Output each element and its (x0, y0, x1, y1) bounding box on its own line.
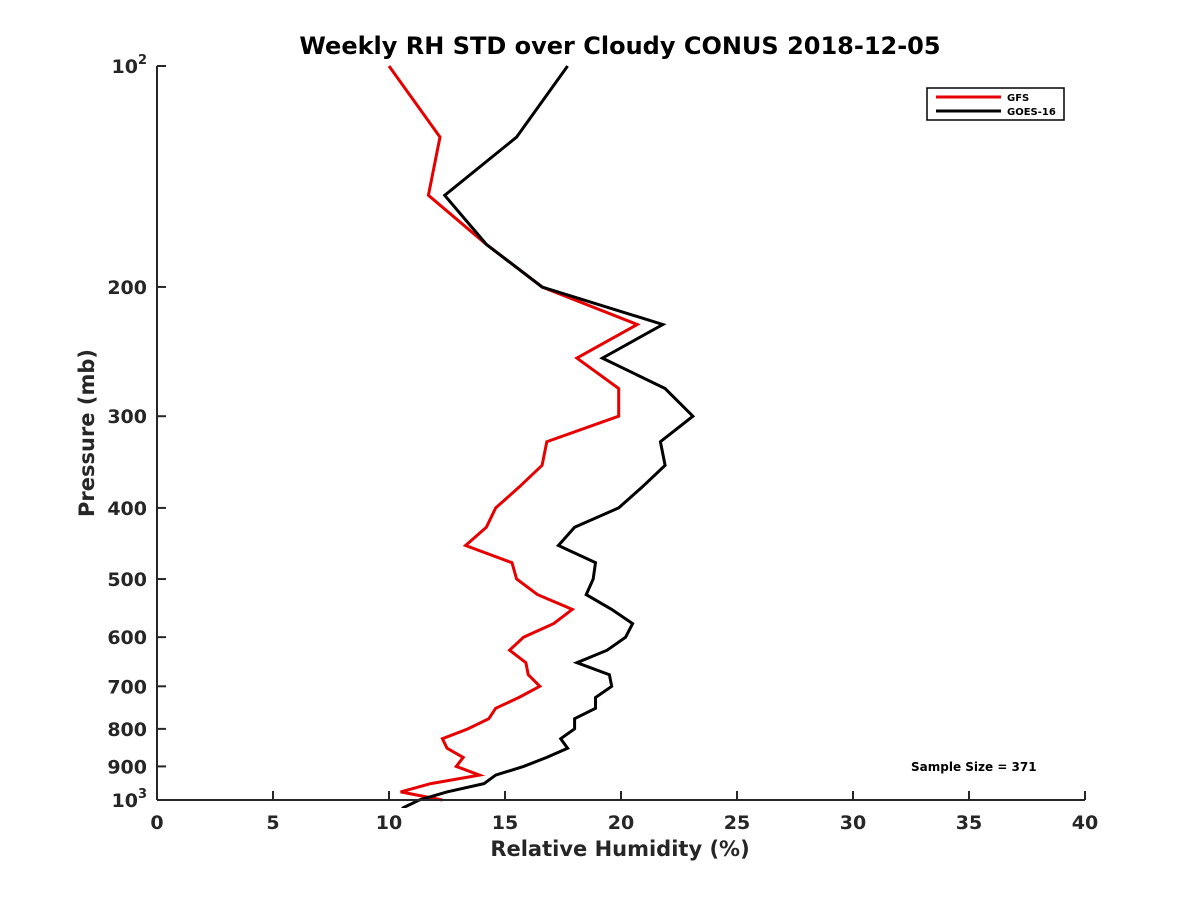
y-tick-label: 102 (112, 53, 148, 78)
x-tick-label: 10 (376, 812, 402, 834)
x-tick-label: 25 (724, 812, 750, 834)
y-tick-label: 400 (107, 498, 147, 520)
series-line-goes-16 (401, 65, 696, 808)
x-tick-label: 35 (956, 812, 982, 834)
x-tick-label: 15 (492, 812, 518, 834)
x-tick-label: 20 (608, 812, 634, 834)
y-tick-label: 500 (107, 569, 147, 591)
x-tick-label: 5 (266, 812, 279, 834)
x-tick-label: 30 (840, 812, 866, 834)
legend: GFS GOES-16 (926, 87, 1065, 121)
series-line-gfs (387, 65, 641, 802)
x-tick-label: 0 (150, 812, 163, 834)
y-tick-label: 700 (107, 676, 147, 698)
y-tick-label: 600 (107, 627, 147, 649)
y-tick-label: 800 (107, 719, 147, 741)
y-tick-label: 900 (107, 756, 147, 778)
x-tick-label: 40 (1072, 812, 1098, 834)
y-tick-label: 300 (107, 406, 147, 428)
legend-box (926, 87, 1065, 121)
axes-layer: 0 5 10 15 20 25 30 35 40 102 200 300 400 500 600 700 800… (107, 53, 1098, 834)
y-tick-label: 200 (107, 277, 147, 299)
legend-label: GFS (1007, 93, 1029, 104)
x-axis-label: Relative Humidity (%) (490, 837, 749, 861)
sample-size-annotation: Sample Size = 371 (911, 760, 1037, 774)
legend-label: GOES-16 (1007, 107, 1056, 118)
y-axis-label: Pressure (mb) (75, 349, 99, 517)
chart-title: Weekly RH STD over Cloudy CONUS 2018-12-… (299, 32, 940, 60)
series-layer (387, 65, 696, 808)
y-tick-label: 103 (112, 787, 148, 812)
